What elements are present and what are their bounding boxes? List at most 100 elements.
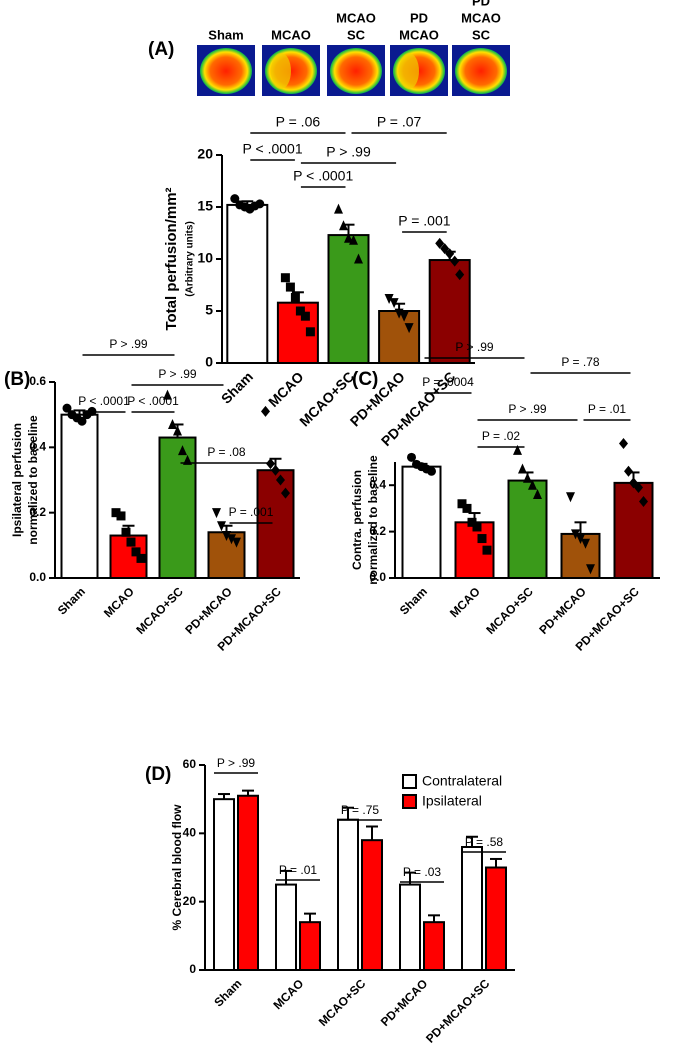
data-point [349, 234, 358, 245]
y-tick-label: 15 [197, 198, 213, 214]
y-tick-label: 0.0 [29, 570, 46, 584]
data-point [261, 405, 270, 417]
bar [613, 481, 654, 580]
data-point [121, 527, 131, 537]
data-point [281, 487, 290, 499]
data-point [344, 232, 353, 243]
data-point [482, 545, 492, 555]
data-point [528, 479, 537, 490]
p-value: P = .02 [482, 429, 520, 443]
p-value: P = .06 [276, 114, 321, 130]
x-tick-label: PD+MCAO+SC [423, 976, 493, 1046]
bar [507, 479, 548, 579]
p-value: P > .99 [455, 340, 493, 354]
lesion [271, 53, 291, 89]
data-point [136, 553, 146, 563]
data-point [513, 444, 522, 455]
data-point [77, 416, 87, 426]
y-tick-label: 40 [183, 826, 197, 840]
data-point [168, 418, 177, 429]
p-value: P = .01 [279, 863, 317, 877]
data-point [440, 243, 450, 255]
image-label: MCAO [336, 10, 376, 25]
data-point [339, 220, 348, 231]
y-tick-label: 0.2 [29, 505, 46, 519]
data-point [450, 255, 460, 267]
bar [327, 234, 370, 364]
bar [485, 866, 507, 971]
x-tick-label: MCAO [265, 368, 307, 410]
p-value: P > .99 [158, 367, 196, 381]
image-label: PD [472, 0, 490, 8]
p-value: P = .001 [398, 213, 451, 229]
bar [299, 921, 321, 972]
data-point [384, 294, 394, 305]
data-point [178, 445, 187, 456]
bar [213, 798, 235, 972]
image-label: MCAO [271, 27, 311, 42]
data-point [222, 531, 231, 542]
data-point [389, 298, 399, 309]
bar [401, 465, 442, 580]
y-tick-label: 0.6 [29, 374, 46, 388]
image-label: Sham [208, 27, 243, 42]
y-tick-label: 5 [205, 302, 213, 318]
x-tick-label: PD+MCAO [182, 584, 235, 637]
x-tick-label: MCAO+SC [483, 584, 536, 637]
y-tick-label: 0.4 [29, 440, 46, 454]
data-point [111, 508, 121, 518]
legend-swatch [402, 774, 417, 789]
bar [60, 413, 99, 579]
data-point [619, 437, 628, 449]
y-tick-label: 0.4 [369, 477, 386, 491]
p-value: P > .99 [109, 337, 147, 351]
lesion [399, 53, 419, 89]
p-value: P = .08 [207, 445, 245, 459]
x-tick-label: MCAO+SC [316, 976, 369, 1029]
panel-label: (C) [352, 369, 378, 390]
data-point [305, 327, 315, 337]
y-axis-label: normalized to baseline [366, 455, 380, 585]
data-point [131, 547, 141, 557]
data-point [576, 534, 585, 545]
x-tick-label: PD+MCAO [536, 584, 589, 637]
legend-label: Contralateral [422, 773, 502, 789]
bar [378, 310, 421, 364]
y-tick-label: 0.2 [369, 524, 386, 538]
x-tick-label: MCAO [101, 584, 137, 620]
bar [423, 921, 445, 972]
bar [158, 436, 197, 579]
p-value: P > .99 [508, 402, 546, 416]
y-tick-label: 20 [183, 894, 197, 908]
data-point [404, 323, 414, 334]
y-axis-label: normalized to baseline [26, 415, 40, 545]
data-point [407, 452, 416, 462]
p-value: P = .75 [341, 803, 379, 817]
image-row [197, 45, 510, 96]
data-point [290, 292, 300, 302]
bar [237, 794, 259, 971]
image-label: MCAO [399, 27, 439, 42]
data-point [435, 237, 445, 249]
data-point [477, 534, 487, 544]
data-point [255, 199, 265, 209]
data-point [163, 389, 172, 400]
data-point [472, 522, 482, 532]
panel-label: (B) [4, 369, 30, 390]
x-tick-label: Sham [211, 976, 244, 1009]
data-point [300, 311, 310, 321]
y-tick-label: 10 [197, 250, 213, 266]
data-point [280, 273, 290, 283]
data-point [586, 564, 595, 575]
bar [226, 203, 269, 364]
y-tick-label: 0 [205, 354, 213, 370]
p-value: P = .03 [403, 865, 441, 879]
y-axis-label: Ipsilateral perfusion [10, 423, 24, 537]
data-point [399, 311, 409, 322]
p-value: P < .0001 [243, 141, 303, 157]
y-axis-label: (Arbitrary units) [185, 221, 196, 297]
x-tick-label: Sham [397, 584, 430, 617]
bar [361, 839, 383, 972]
x-tick-label: PD+MCAO [378, 976, 431, 1029]
data-point [354, 253, 363, 264]
